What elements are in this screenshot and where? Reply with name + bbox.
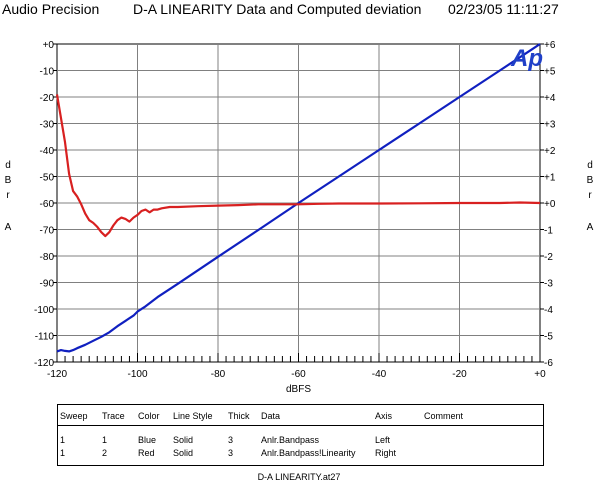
- y-right-tick-label: +4: [544, 93, 556, 104]
- y-right-tick-label: -1: [544, 226, 553, 237]
- y-right-tick-label: +0: [544, 199, 556, 210]
- legend-header-cell: Comment: [424, 411, 464, 421]
- y-right-tick-label: -2: [544, 252, 553, 263]
- y-left-tick-label: -60: [40, 199, 55, 210]
- series-line-trace-2: [55, 94, 541, 238]
- datetime-label: 02/23/05 11:11:27: [448, 1, 559, 17]
- legend-cell: Red: [138, 448, 155, 458]
- y-right-tick-label: +1: [544, 173, 556, 184]
- legend-cell: 2: [102, 448, 108, 458]
- legend-cell: Anlr.Bandpass: [261, 435, 320, 445]
- x-tick-label: -40: [372, 369, 387, 380]
- chart-title: D-A LINEARITY Data and Computed deviatio…: [133, 1, 422, 17]
- y-right-axis-title: A: [587, 222, 594, 233]
- series-line-trace-1: [56, 43, 541, 353]
- y-left-tick-label: -20: [40, 93, 55, 104]
- y-right-axis-title: r: [588, 190, 592, 201]
- y-right-tick-label: -3: [544, 279, 553, 290]
- x-axis-title: dBFS: [286, 384, 311, 395]
- legend-cell: Right: [375, 448, 397, 458]
- y-left-tick-label: -80: [40, 252, 55, 263]
- legend-cell: 3: [228, 435, 234, 445]
- legend-header-cell: Thick: [228, 411, 250, 421]
- legend-header-cell: Color: [138, 411, 160, 421]
- x-tick-label: -20: [452, 369, 467, 380]
- legend-cell: 3: [228, 448, 234, 458]
- y-right-tick-label: -5: [544, 332, 553, 343]
- y-left-tick-label: -10: [40, 67, 55, 78]
- y-left-tick-label: -50: [40, 173, 55, 184]
- legend-header-row: Sweep Trace Color Line Style Thick Data Axis Co…: [58, 411, 543, 423]
- y-left-tick-label: -30: [40, 120, 55, 131]
- legend-cell: Anlr.Bandpass!Linearity: [261, 448, 356, 458]
- y-left-axis-title: B: [5, 175, 12, 186]
- y-left-axis-title: d: [5, 160, 11, 171]
- legend-divider: [58, 425, 543, 426]
- vendor-label: Audio Precision: [2, 1, 100, 17]
- legend-cell: Blue: [138, 435, 157, 445]
- y-right-axis-title: d: [587, 160, 593, 171]
- x-tick-label: -120: [47, 369, 67, 380]
- y-left-tick-label: +0: [43, 40, 55, 51]
- y-right-axis-title: B: [587, 175, 594, 186]
- y-left-tick-label: -70: [40, 226, 55, 237]
- legend-header-cell: Line Style: [173, 411, 213, 421]
- y-left-tick-label: -90: [40, 279, 55, 290]
- legend-cell: 1: [102, 435, 108, 445]
- y-right-tick-label: -4: [544, 305, 553, 316]
- y-left-axis-title: r: [6, 190, 10, 201]
- y-right-tick-label: +6: [544, 40, 556, 51]
- legend-header-cell: Sweep: [60, 411, 88, 421]
- legend-cell: Solid: [173, 448, 194, 458]
- y-left-axis-title: A: [5, 222, 12, 233]
- x-tick-label: -100: [127, 369, 147, 380]
- y-right-tick-label: +3: [544, 120, 556, 131]
- legend-row: 1 2 Red Solid 3 Anlr.Bandpass!Linearity Right: [58, 448, 543, 460]
- legend-table: Sweep Trace Color Line Style Thick Data Axis Co…: [57, 404, 544, 466]
- legend-cell: 1: [60, 435, 66, 445]
- y-left-tick-label: -40: [40, 146, 55, 157]
- y-left-tick-label: -120: [34, 358, 54, 369]
- y-left-tick-label: -100: [34, 305, 54, 316]
- y-left-tick-label: -110: [35, 332, 55, 343]
- legend-cell: Left: [375, 435, 391, 445]
- y-right-tick-label: +5: [544, 67, 556, 78]
- legend-cell: 1: [60, 448, 66, 458]
- legend-header-cell: Trace: [102, 411, 125, 421]
- legend-row: 1 1 Blue Solid 3 Anlr.Bandpass Left: [58, 435, 543, 447]
- y-right-tick-label: +2: [544, 146, 556, 157]
- x-tick-label: -60: [291, 369, 306, 380]
- x-tick-label: +0: [534, 369, 546, 380]
- y-right-tick-label: -6: [544, 358, 553, 369]
- legend-header-cell: Axis: [375, 411, 393, 421]
- chart-area: -120 -100 -80 -60 -40 -20 +0 +0 +6 -10 +5 -20 +4 -30 +…: [5, 40, 594, 395]
- x-tick-label: -80: [211, 369, 226, 380]
- file-name-label: D-A LINEARITY.at27: [257, 472, 341, 482]
- legend-cell: Solid: [173, 435, 194, 445]
- legend-header-cell: Data: [261, 411, 281, 421]
- ap-logo: Ap: [510, 45, 543, 72]
